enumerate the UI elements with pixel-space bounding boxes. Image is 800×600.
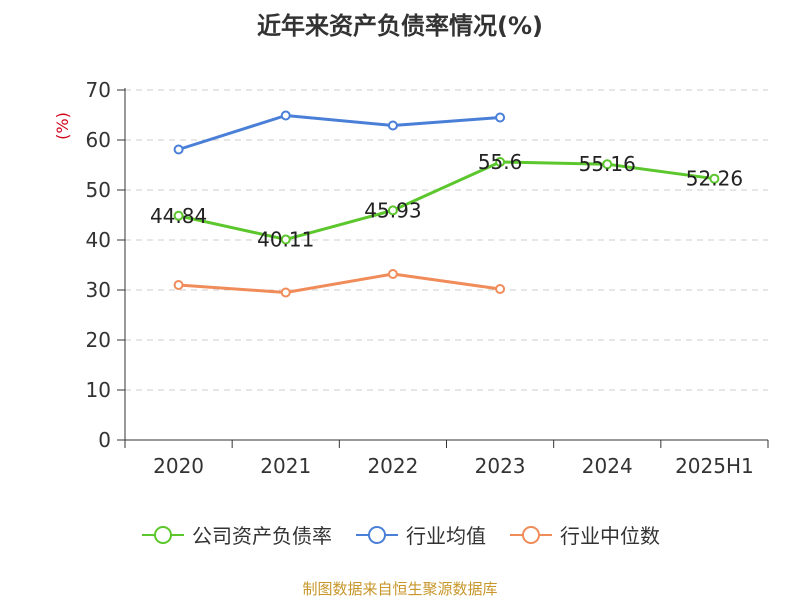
series-line-0 [178,160,715,241]
grid-lines [125,89,768,391]
data-point [280,287,291,298]
series-line-2 [178,272,501,294]
data-point [280,234,291,245]
data-point [602,159,613,170]
legend-label-company: 公司资产负债率 [192,524,332,548]
y-tick-label: 40 [86,228,111,252]
data-point [280,110,291,121]
y-tick-label: 50 [86,178,111,202]
data-point [495,157,506,167]
y-tick-label: 70 [86,78,111,102]
legend-item-industry-average[interactable]: 行业均值 [354,520,486,549]
y-tick-label: 20 [86,328,111,352]
data-label: 55.6 [478,150,523,174]
legend-label-industry-average: 行业均值 [406,524,486,548]
chart-title: 近年来资产负债率情况(%) [257,12,543,40]
x-tick-label: 2021 [260,454,311,478]
legend-item-company[interactable]: 公司资产负债率 [140,520,332,549]
x-tick-label: 2023 [475,454,526,478]
legend-swatch-industry-median [508,525,554,545]
data-point [387,269,398,279]
data-point [495,284,506,294]
data-point [173,144,184,155]
data-point [495,112,506,123]
y-tick-label: 10 [86,378,111,402]
data-point [709,173,720,184]
data-label: 45.93 [364,198,421,222]
data-label: 44.84 [150,204,207,228]
series-line-1 [178,114,501,151]
legend-item-industry-median[interactable]: 行业中位数 [508,520,660,549]
legend-label-industry-median: 行业中位数 [560,524,660,548]
data-label: 52.26 [686,167,743,191]
data-point [387,120,398,131]
data-point [387,205,398,216]
x-tick-label: 2024 [582,454,633,478]
data-point [173,280,184,290]
y-tick-label: 60 [86,128,111,152]
y-axis-label: (%) [53,112,72,140]
source-note: 制图数据来自恒生聚源数据库 [302,580,498,598]
series-lines [173,110,720,298]
axes: 0 10 20 30 40 50 60 70 2020 2021 2022 2023 2024 2025H… [53,78,769,478]
x-tick-label: 2022 [367,454,418,478]
legend: 公司资产负债率 行业均值 行业中位数 [0,520,800,549]
data-label: 40.11 [257,227,314,251]
y-tick-label: 30 [86,278,111,302]
line-chart: 0 10 20 30 40 50 60 70 2020 2021 2022 2023 2024 2025H… [53,78,769,478]
x-tick-label: 2025H1 [675,454,754,478]
x-tick-label: 2020 [153,454,204,478]
data-point [173,210,184,221]
data-labels: 44.84 40.11 45.93 55.6 55.16 52.26 [150,150,743,251]
legend-swatch-company [140,525,186,545]
y-tick-label: 0 [98,428,111,452]
legend-swatch-industry-average [354,525,400,545]
data-label: 55.16 [579,152,636,176]
